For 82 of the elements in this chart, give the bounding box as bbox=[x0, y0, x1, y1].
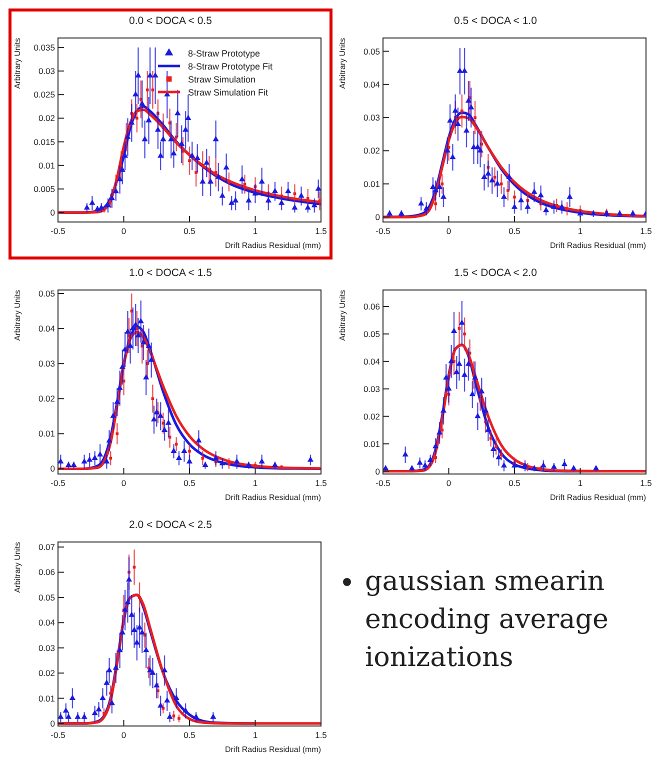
y-tick-label: 0.01 bbox=[38, 160, 56, 170]
y-tick-label: 0.04 bbox=[38, 324, 56, 334]
y-tick-label: 0.015 bbox=[34, 136, 56, 147]
x-tick-label: 1.5 bbox=[315, 730, 328, 740]
y-tick-label: 0.03 bbox=[38, 66, 56, 76]
x-tick-label: 0.5 bbox=[508, 226, 521, 236]
y-tick-label: 0.05 bbox=[38, 592, 56, 602]
x-tick-label: 1 bbox=[578, 478, 583, 488]
x-tick-label: 0.5 bbox=[184, 478, 196, 488]
y-tick-label: 0.04 bbox=[363, 79, 380, 90]
y-tick-label: 0 bbox=[50, 208, 56, 218]
x-tick-label: -0.5 bbox=[50, 730, 66, 740]
y-tick-label: 0 bbox=[50, 718, 56, 728]
x-tick-label: -0.5 bbox=[50, 478, 66, 488]
y-axis-title: Arbitrary Units bbox=[338, 38, 347, 89]
y-tick-label: 0.01 bbox=[38, 428, 56, 439]
y-axis-title: Arbitrary Units bbox=[13, 290, 22, 341]
x-tick-label: 1 bbox=[252, 478, 258, 488]
y-axis-title: Arbitrary Units bbox=[13, 38, 22, 89]
chart-title: 1.5 < DOCA < 2.0 bbox=[454, 267, 538, 279]
text: encoding average bbox=[365, 604, 609, 635]
legend-label: 8-Straw Prototype Fit bbox=[188, 62, 274, 72]
y-tick-label: 0.05 bbox=[38, 288, 56, 299]
text: ionizations bbox=[365, 642, 514, 673]
y-tick-label: 0.02 bbox=[363, 411, 380, 422]
y-tick-label: 0 bbox=[50, 464, 56, 474]
y-tick-label: 0.005 bbox=[34, 184, 56, 194]
chart-title: 0.5 < DOCA < 1.0 bbox=[454, 15, 538, 27]
y-tick-label: 0.05 bbox=[363, 46, 380, 56]
x-tick-label: 0 bbox=[121, 478, 126, 488]
x-tick-label: 0 bbox=[446, 478, 452, 488]
y-tick-label: 0.035 bbox=[34, 42, 56, 52]
x-tick-label: 1 bbox=[252, 730, 258, 740]
chart-title: 2.0 < DOCA < 2.5 bbox=[129, 519, 212, 531]
x-tick-label: 0 bbox=[446, 226, 452, 236]
y-tick-label: 0.06 bbox=[38, 567, 56, 578]
y-tick-label: 0.02 bbox=[38, 113, 56, 124]
y-tick-label: 0.03 bbox=[363, 384, 380, 394]
x-tick-label: -0.5 bbox=[50, 226, 66, 236]
x-tick-label: 1 bbox=[252, 226, 258, 236]
y-tick-label: 0.07 bbox=[38, 542, 56, 552]
x-axis-title: Drift Radius Residual (mm) bbox=[224, 745, 322, 754]
y-tick-label: 0.05 bbox=[363, 328, 380, 339]
x-tick-label: 1 bbox=[578, 226, 583, 236]
x-tick-label: 0.5 bbox=[508, 478, 521, 488]
x-axis-title: Drift Radius Residual (mm) bbox=[550, 493, 646, 502]
y-tick-label: 0.02 bbox=[38, 394, 56, 404]
y-tick-label: 0.03 bbox=[363, 112, 380, 123]
y-tick-label: 0.02 bbox=[38, 668, 56, 678]
text: gaussian smearin bbox=[365, 566, 605, 597]
x-axis-title: Drift Radius Residual (mm) bbox=[224, 241, 322, 250]
chart-title: 0.0 < DOCA < 0.5 bbox=[129, 15, 212, 27]
y-tick-label: 0.02 bbox=[363, 146, 380, 156]
y-tick-label: 0.04 bbox=[363, 356, 380, 366]
x-axis-title: Drift Radius Residual (mm) bbox=[550, 241, 646, 250]
x-tick-label: 0.5 bbox=[184, 730, 196, 740]
x-tick-label: -0.5 bbox=[376, 226, 391, 236]
y-tick-label: 0.03 bbox=[38, 642, 56, 653]
y-tick-label: 0.01 bbox=[363, 438, 380, 449]
x-tick-label: 0 bbox=[121, 730, 126, 740]
x-tick-label: 0.5 bbox=[184, 226, 196, 236]
y-tick-label: 0 bbox=[375, 212, 380, 222]
x-tick-label: 1.5 bbox=[640, 226, 652, 236]
x-axis-title: Drift Radius Residual (mm) bbox=[224, 493, 322, 502]
x-tick-label: 1.5 bbox=[640, 478, 652, 488]
x-tick-label: 1.5 bbox=[315, 226, 328, 236]
x-tick-label: -0.5 bbox=[376, 478, 391, 488]
legend-label: Straw Simulation Fit bbox=[188, 88, 269, 98]
x-tick-label: 1.5 bbox=[315, 478, 328, 488]
y-axis-title: Arbitrary Units bbox=[338, 290, 347, 341]
y-tick-label: 0.04 bbox=[38, 618, 56, 628]
y-tick-label: 0 bbox=[375, 466, 380, 476]
legend-label: Straw Simulation bbox=[188, 74, 256, 84]
y-tick-label: 0.03 bbox=[38, 358, 56, 369]
y-tick-label: 0.06 bbox=[363, 301, 380, 312]
y-tick-label: 0.025 bbox=[34, 90, 56, 100]
x-tick-label: 0 bbox=[121, 226, 126, 236]
y-tick-label: 0.01 bbox=[363, 178, 380, 189]
y-axis-title: Arbitrary Units bbox=[13, 542, 22, 593]
y-tick-label: 0.01 bbox=[38, 693, 56, 704]
legend-label: 8-Straw Prototype bbox=[188, 48, 260, 58]
chart-title: 1.0 < DOCA < 1.5 bbox=[129, 267, 212, 279]
